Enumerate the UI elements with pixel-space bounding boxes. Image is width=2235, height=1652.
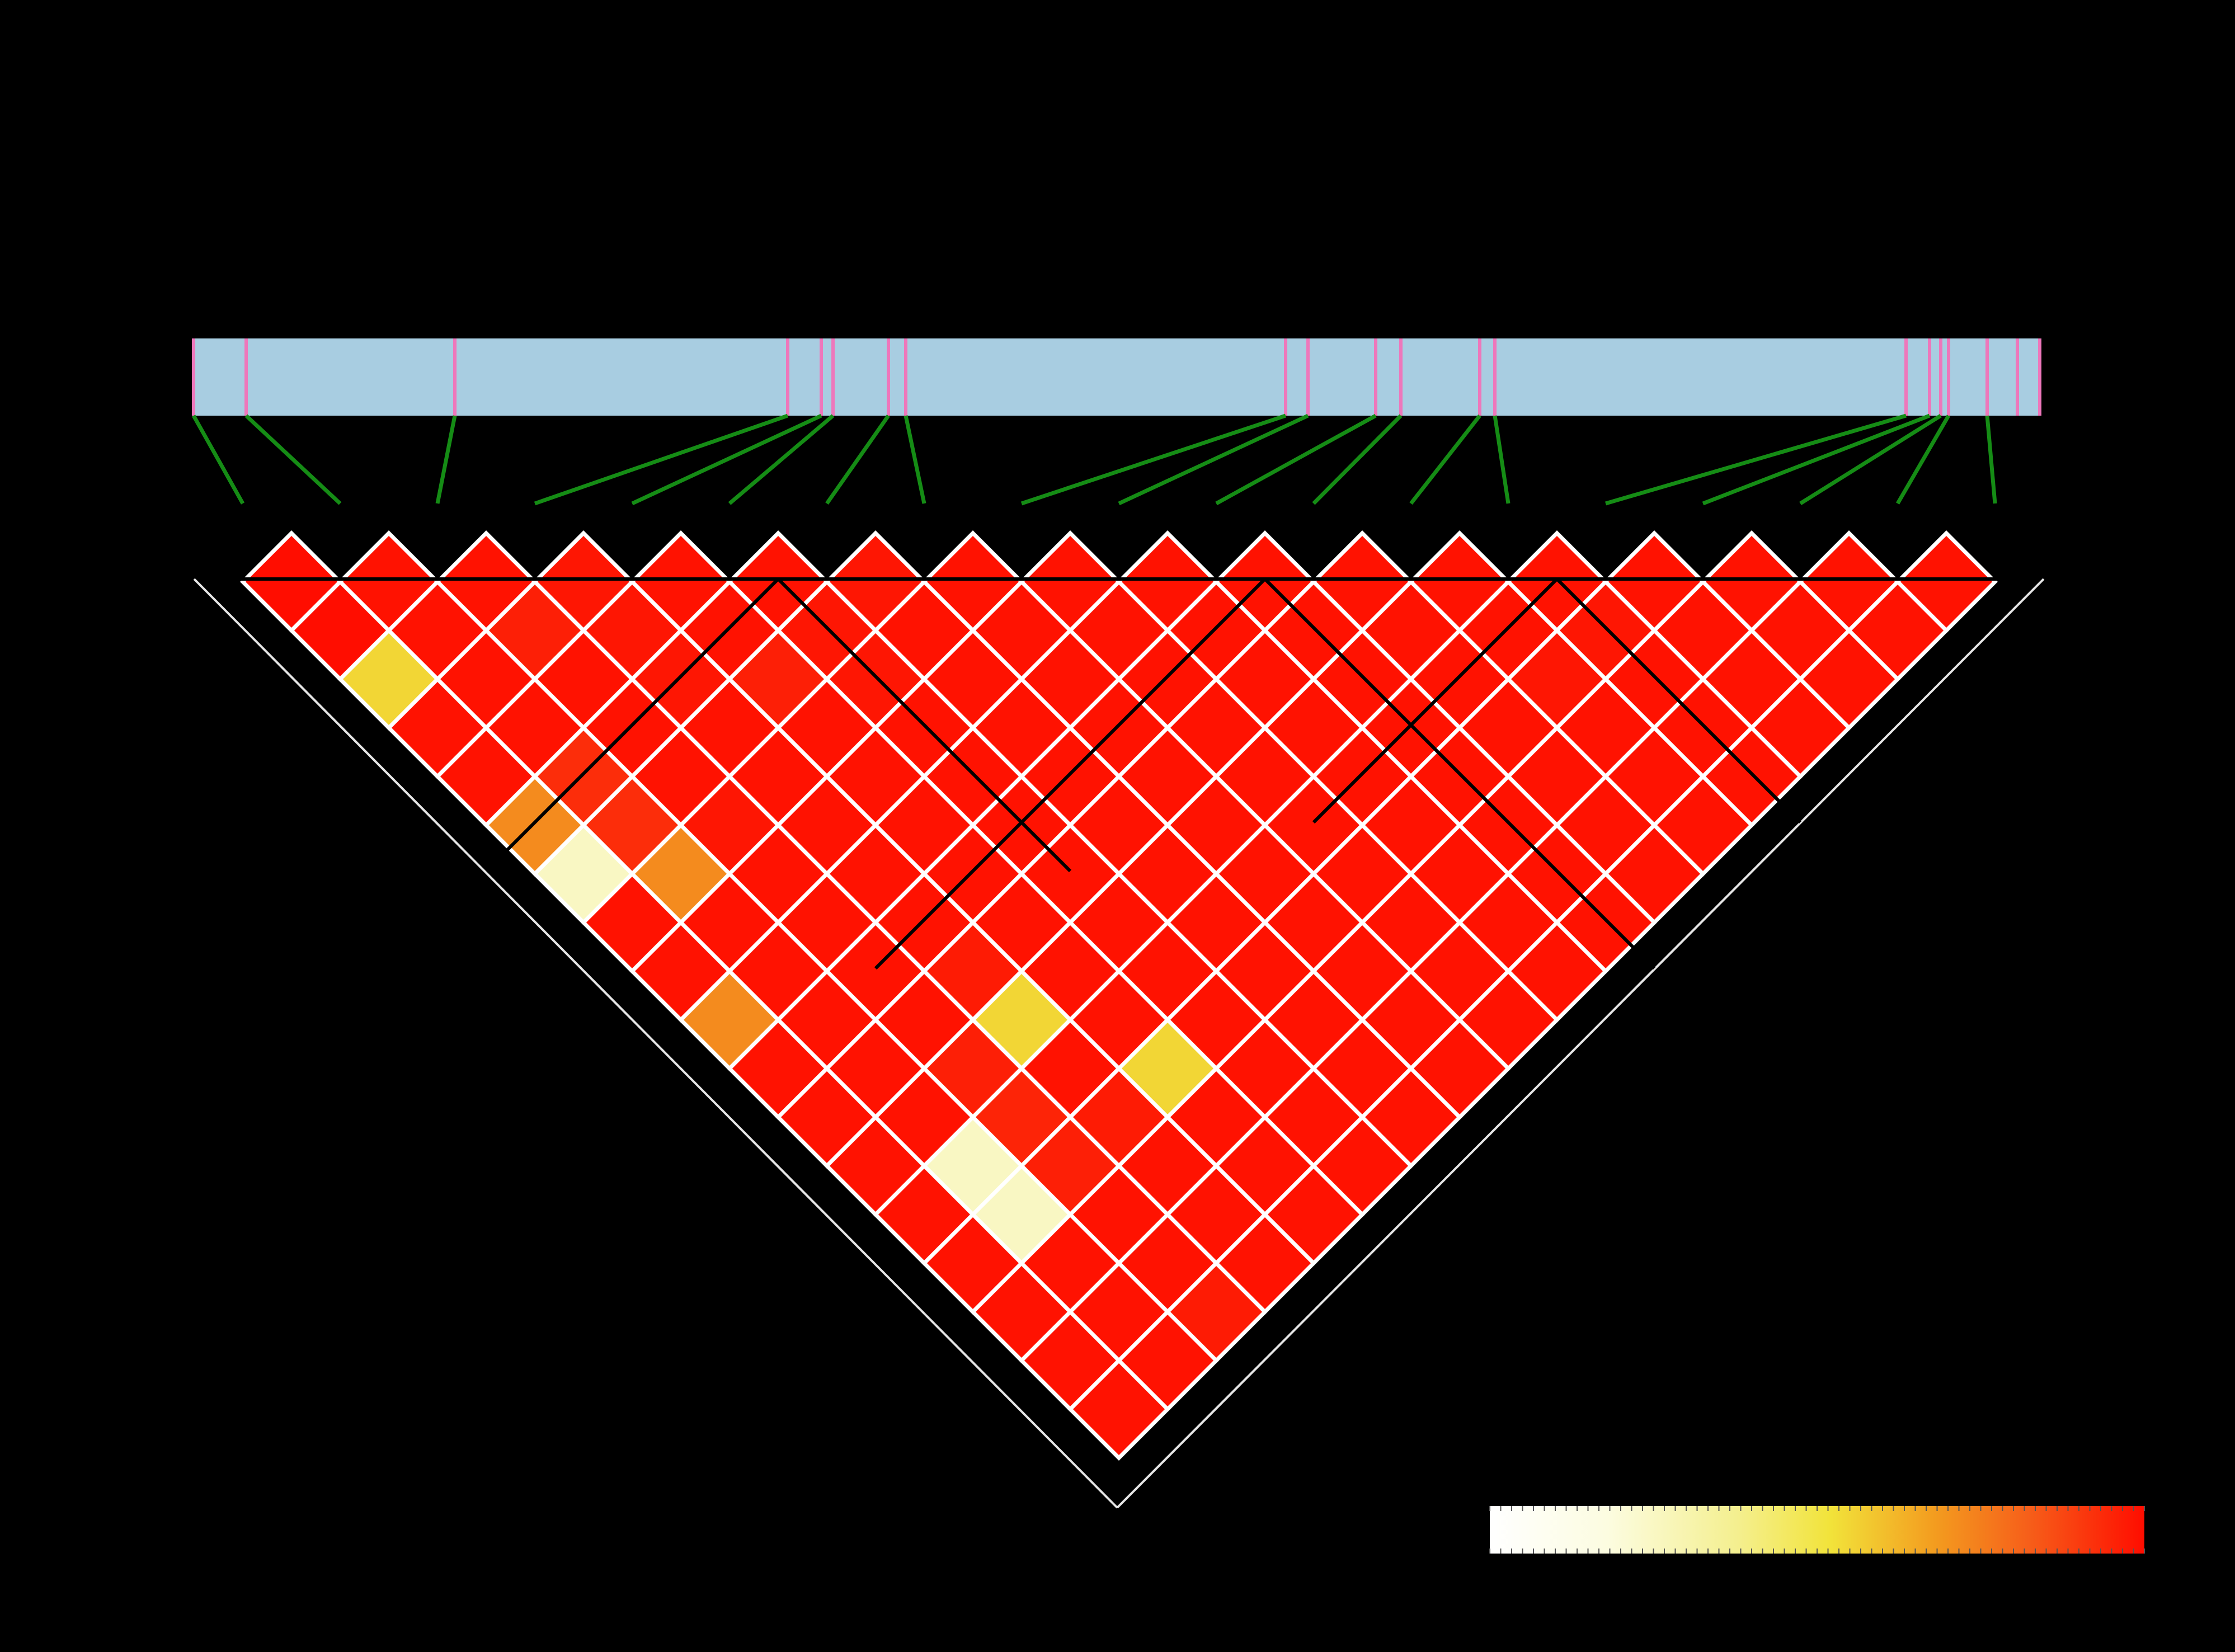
connector-line-10 — [1118, 413, 1309, 506]
connector-line-9 — [1020, 413, 1287, 506]
block-boundary-right-3 — [1555, 577, 1802, 824]
block-boundary-right-2 — [1263, 577, 1656, 970]
connector-line-13 — [1409, 414, 1481, 505]
connector-line-5 — [631, 413, 822, 506]
ld-cell — [1067, 1358, 1170, 1461]
snp-connector-lines — [191, 413, 1997, 506]
connector-line-8 — [904, 415, 926, 504]
connector-line-2 — [244, 414, 342, 505]
block-boundary-left-3 — [1312, 577, 1559, 824]
connector-line-15 — [1605, 413, 1907, 506]
genomic-region-track — [192, 338, 2041, 416]
connector-line-19 — [1985, 415, 1997, 504]
connector-line-6 — [728, 414, 835, 505]
connector-line-12 — [1312, 414, 1403, 505]
region-bar — [192, 338, 2041, 416]
connector-line-17 — [1799, 414, 1942, 505]
connector-line-4 — [534, 413, 789, 506]
legend-gradient-bar[interactable] — [1490, 1506, 2144, 1554]
ld-color-legend — [1489, 1506, 2145, 1554]
connector-line-16 — [1702, 413, 1931, 506]
connector-line-14 — [1493, 415, 1511, 504]
block-boundary-left-1 — [484, 577, 780, 873]
block-boundary-left-2 — [874, 577, 1267, 970]
connector-line-18 — [1895, 415, 1951, 505]
connector-line-3 — [435, 415, 457, 504]
ld-cell-group — [240, 530, 1998, 1461]
connector-line-1 — [191, 415, 245, 505]
haplotype-block-boundaries — [193, 577, 2045, 1509]
triangle-right-edge — [1116, 578, 2045, 1509]
triangle-left-edge — [193, 578, 1118, 1509]
connector-line-7 — [825, 414, 890, 505]
connector-line-11 — [1215, 413, 1377, 506]
